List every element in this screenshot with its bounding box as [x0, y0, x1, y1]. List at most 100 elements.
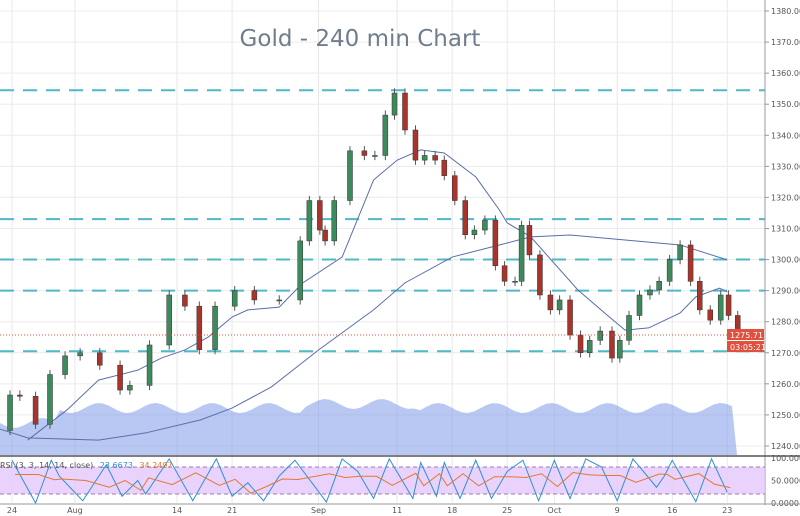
- candle: [421, 155, 428, 161]
- stoch-tick-label: 50.0000: [771, 477, 800, 486]
- candle: [492, 219, 499, 267]
- time-tick-label: 14: [172, 506, 182, 515]
- chart-title: Gold - 240 min Chart: [239, 26, 481, 52]
- candle: [512, 281, 518, 283]
- candle: [166, 294, 172, 346]
- candle: [432, 155, 438, 161]
- candle: [471, 229, 478, 235]
- stoch-label: RSI (3, 3, 14, 14, close): [0, 461, 94, 470]
- candle: [402, 92, 408, 131]
- candle: [231, 290, 238, 307]
- candle: [666, 259, 673, 282]
- candle: [617, 340, 623, 359]
- candle: [717, 294, 724, 321]
- candle: [322, 229, 328, 242]
- time-tick-label: 23: [722, 506, 732, 515]
- price-tick-label: 1300.00: [771, 256, 800, 265]
- moving-average-line: [27, 149, 728, 441]
- stoch-band-fill: [0, 467, 765, 494]
- stoch-d-value: 34.2497: [139, 461, 173, 470]
- candle: [725, 294, 732, 316]
- price-tick-label: 1310.00: [771, 224, 800, 233]
- candle: [441, 159, 448, 176]
- stoch-k-value: 23.6673: [99, 461, 133, 470]
- price-tick-label: 1250.00: [771, 411, 800, 420]
- price-tick-label: 1260.00: [771, 380, 800, 389]
- candle: [677, 244, 683, 260]
- time-tick-label: 21: [227, 506, 237, 515]
- moving-average-line: [0, 234, 728, 441]
- candle: [547, 294, 554, 311]
- stoch-d-line: [15, 472, 731, 494]
- candle: [17, 394, 23, 397]
- candle: [212, 305, 218, 350]
- candle: [482, 219, 488, 231]
- price-tick-label: 1370.00: [771, 38, 800, 47]
- price-tick-label: 1270.00: [771, 349, 800, 358]
- candle: [526, 225, 533, 256]
- candle: [656, 281, 662, 291]
- price-tick-label: 1380.00: [771, 7, 800, 16]
- candle: [636, 294, 643, 316]
- candle: [317, 200, 323, 231]
- candle: [697, 281, 703, 311]
- candle: [501, 265, 508, 282]
- time-tick-label: Sep: [311, 506, 326, 515]
- candle: [391, 92, 398, 116]
- time-tick-label: Aug: [67, 506, 83, 515]
- time-tick-label: Oct: [547, 506, 561, 515]
- price-tick-label: 1320.00: [771, 193, 800, 202]
- candle: [586, 340, 593, 354]
- candle: [47, 374, 53, 425]
- price-tick-label: 1280.00: [771, 318, 800, 327]
- time-tick-label: 11: [392, 506, 402, 515]
- candle: [146, 344, 153, 386]
- candle: [567, 299, 573, 336]
- time-tick-label: 9: [615, 506, 620, 515]
- candle: [597, 330, 603, 341]
- candle: [32, 396, 39, 425]
- countdown-badge: [727, 341, 764, 353]
- candle: [412, 129, 419, 161]
- candle: [62, 355, 68, 375]
- price-tick-label: 1360.00: [771, 69, 800, 78]
- candle: [577, 334, 584, 354]
- candle: [361, 150, 368, 156]
- candle: [347, 150, 353, 201]
- candle: [196, 305, 203, 350]
- time-tick-label: 24: [7, 506, 17, 515]
- candle: [452, 175, 458, 201]
- price-tick-label: 1290.00: [771, 287, 800, 296]
- candle: [251, 290, 258, 301]
- candle: [306, 200, 313, 242]
- volume-area: [0, 399, 737, 455]
- price-tick-label: 1330.00: [771, 162, 800, 171]
- candle: [297, 240, 303, 301]
- price-tick-label: 1340.00: [771, 131, 800, 140]
- candle: [626, 315, 632, 341]
- last-price-badge: [727, 329, 764, 341]
- stoch-k-line: [11, 457, 728, 505]
- price-tick-label: 1350.00: [771, 100, 800, 109]
- candle: [518, 225, 525, 282]
- time-tick-label: 18: [447, 506, 457, 515]
- candle: [382, 114, 389, 156]
- time-tick-label: 25: [502, 506, 512, 515]
- candle: [97, 352, 103, 366]
- candle: [182, 294, 188, 307]
- candle: [7, 394, 13, 431]
- candle: [707, 309, 713, 321]
- candle: [372, 155, 378, 157]
- time-tick-label: 16: [667, 506, 677, 515]
- countdown-label: 03:05:21: [730, 343, 766, 352]
- candle: [687, 244, 694, 282]
- last-price-label: 1275.71: [730, 331, 763, 340]
- candle: [127, 385, 133, 391]
- stoch-tick-label: 100.0000: [771, 454, 800, 463]
- candle: [537, 254, 543, 296]
- candle: [609, 330, 615, 359]
- candle: [276, 299, 282, 302]
- candle: [462, 200, 469, 235]
